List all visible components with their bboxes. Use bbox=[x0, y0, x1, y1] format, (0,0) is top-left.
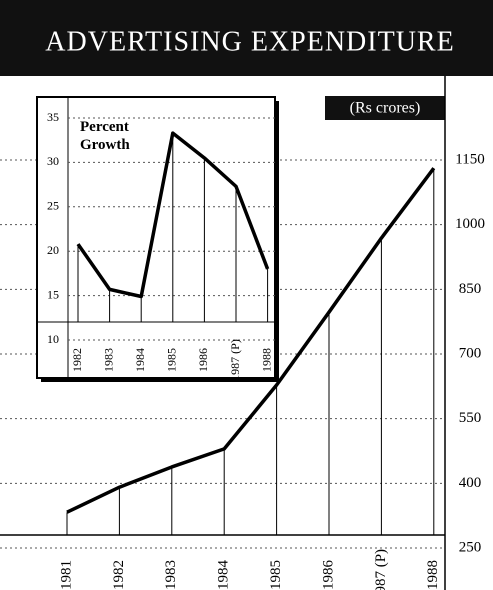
x-tick-label: 1983 bbox=[163, 560, 179, 590]
y-tick-label: 15 bbox=[47, 287, 59, 301]
x-tick-label: 1988 bbox=[425, 560, 441, 590]
y-tick-label: 850 bbox=[459, 281, 482, 297]
x-tick-label: 1982 bbox=[111, 560, 127, 590]
inset-shadow bbox=[41, 378, 279, 382]
x-tick-label: 1983 bbox=[101, 348, 115, 372]
y-tick-label: 550 bbox=[459, 410, 482, 426]
y-tick-label: 400 bbox=[459, 475, 482, 491]
x-tick-label: 1985 bbox=[165, 348, 179, 372]
unit-label: (Rs crores) bbox=[350, 100, 421, 117]
chart-title: ADVERTISING EXPENDITURE bbox=[45, 26, 454, 57]
y-tick-label: 25 bbox=[47, 199, 59, 213]
title-band bbox=[0, 0, 493, 76]
x-tick-label: 1986 bbox=[196, 348, 210, 372]
y-tick-label: 10 bbox=[47, 332, 59, 346]
y-tick-label: 700 bbox=[459, 345, 482, 361]
y-tick-label: 1000 bbox=[455, 216, 485, 232]
x-tick-label: 1982 bbox=[70, 348, 84, 372]
y-tick-label: 35 bbox=[47, 110, 59, 124]
inset-shadow bbox=[275, 101, 279, 382]
x-tick-label: 1987 (P) bbox=[228, 339, 242, 381]
y-tick-label: 30 bbox=[47, 154, 59, 168]
unit-box bbox=[325, 96, 445, 120]
x-tick-label: 1988 bbox=[259, 348, 273, 372]
x-tick-label: 1986 bbox=[320, 560, 336, 590]
x-tick-label: 1984 bbox=[216, 560, 232, 590]
inset-title: Percent Growth bbox=[80, 119, 130, 153]
data-line bbox=[66, 167, 436, 514]
y-tick-label: 250 bbox=[459, 539, 482, 555]
x-tick-label: 1985 bbox=[268, 560, 284, 590]
x-tick-label: 1981 bbox=[58, 560, 74, 590]
x-tick-label: 1984 bbox=[133, 348, 147, 372]
y-tick-label: 20 bbox=[47, 243, 59, 257]
data-line bbox=[76, 131, 270, 299]
x-tick-label: 1987 (P) bbox=[373, 549, 389, 590]
y-tick-label: 1150 bbox=[455, 151, 484, 167]
